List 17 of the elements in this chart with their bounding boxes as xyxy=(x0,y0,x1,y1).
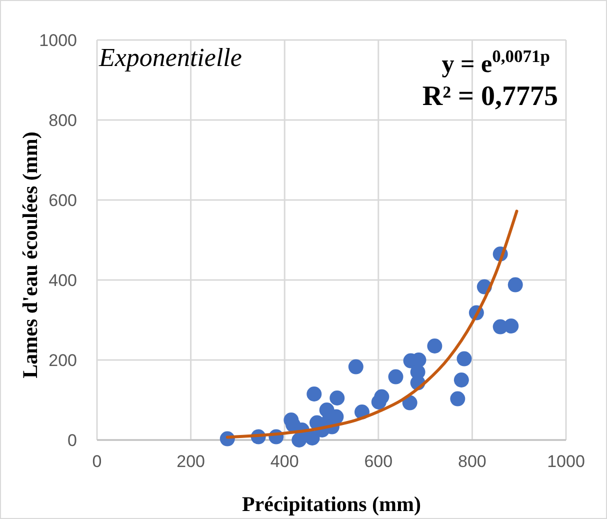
annotation: R² = 0,7775 xyxy=(422,81,558,112)
y-tick-label: 1000 xyxy=(39,31,77,50)
y-tick-label: 200 xyxy=(48,351,77,370)
x-tick-label: 600 xyxy=(364,452,393,471)
y-axis-title: Lames d'eau écoulées (mm) xyxy=(18,132,42,378)
y-tick-label: 800 xyxy=(48,111,77,130)
y-tick-label: 400 xyxy=(48,271,77,290)
annotation: Exponentielle xyxy=(98,43,242,72)
x-tick-label: 1000 xyxy=(547,452,585,471)
x-tick-label: 800 xyxy=(458,452,486,471)
y-tick-label: 0 xyxy=(68,431,77,450)
x-axis-title: Précipitations (mm) xyxy=(242,492,422,516)
x-tick-label: 200 xyxy=(176,452,205,471)
x-tick-label: 0 xyxy=(92,452,102,471)
x-tick-label: 400 xyxy=(270,452,299,471)
annotation: y = e$^{0,0071p}$ xyxy=(442,46,550,78)
y-tick-label: 600 xyxy=(48,191,77,210)
